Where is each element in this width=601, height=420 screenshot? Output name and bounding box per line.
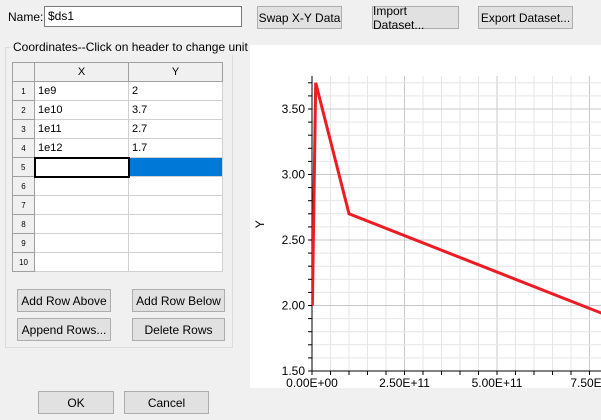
x-cell[interactable]	[34, 176, 129, 196]
y-axis-label: Y	[253, 220, 267, 228]
row-header: 5	[12, 157, 35, 177]
y-cell[interactable]: 2	[128, 81, 223, 101]
x-tick-label: 0.00E+00	[286, 376, 338, 388]
add-row-above-button[interactable]: Add Row Above	[17, 289, 111, 312]
table-row[interactable]: 9	[12, 233, 223, 253]
name-label: Name:	[8, 10, 44, 24]
y-tick-label: 2.50	[282, 233, 306, 247]
x-tick-label: 5.00E+11	[472, 376, 523, 388]
x-cell[interactable]	[34, 214, 129, 234]
x-cell[interactable]: 1e10	[34, 100, 129, 120]
y-tick-label: 2.00	[282, 299, 306, 313]
delete-rows-button[interactable]: Delete Rows	[132, 318, 225, 341]
y-tick-label: 3.50	[282, 102, 306, 116]
y-tick-label: 1.50	[282, 364, 306, 378]
table-row[interactable]: 8	[12, 214, 223, 234]
row-header: 4	[12, 138, 35, 158]
y-column-header[interactable]: Y	[128, 62, 223, 82]
y-cell[interactable]: 3.7	[128, 100, 223, 120]
x-cell[interactable]	[33, 156, 130, 178]
ok-button[interactable]: OK	[38, 391, 114, 414]
cancel-button[interactable]: Cancel	[124, 391, 209, 414]
x-column-header[interactable]: X	[34, 62, 129, 82]
row-header: 8	[12, 214, 35, 234]
table-row[interactable]: 3 1e11 2.7	[12, 119, 223, 139]
x-cell[interactable]	[34, 195, 129, 215]
y-cell[interactable]: 1.7	[128, 138, 223, 158]
row-header: 2	[12, 100, 35, 120]
y-tick-label: 3.00	[282, 168, 306, 182]
coordinates-table[interactable]: X Y 1 1e9 2 2 1e10 3.7 3 1e11 2.7 4 1e12 1.7 5 6 7 8 9 10	[12, 62, 223, 272]
table-row[interactable]: 5	[12, 156, 223, 178]
table-row[interactable]: 1 1e9 2	[12, 81, 223, 101]
swap-xy-button[interactable]: Swap X-Y Data	[257, 6, 342, 29]
x-cell[interactable]: 1e12	[34, 138, 129, 158]
y-cell[interactable]	[128, 195, 223, 215]
row-header: 3	[12, 119, 35, 139]
import-dataset-button[interactable]: Import Dataset...	[372, 4, 459, 32]
coordinates-group-label: Coordinates--Click on header to change u…	[11, 40, 250, 54]
y-cell[interactable]	[128, 176, 223, 196]
line-chart: 1.50 2.00 2.50 3.00 3.50 0.00E+00 2.50E+11 5.00…	[253, 76, 601, 408]
x-tick-label: 7.50E+	[570, 376, 601, 388]
table-row[interactable]: 4 1e12 1.7	[12, 138, 223, 158]
corner-header	[12, 62, 35, 82]
x-cell[interactable]: 1e11	[34, 119, 129, 139]
add-row-below-button[interactable]: Add Row Below	[132, 289, 225, 312]
data-series-line	[312, 82, 601, 315]
table-row[interactable]: 6	[12, 176, 223, 196]
row-header: 6	[12, 176, 35, 196]
y-cell[interactable]	[128, 233, 223, 253]
row-header: 9	[12, 233, 35, 253]
row-header: 1	[12, 81, 35, 101]
row-header: 10	[12, 252, 35, 272]
x-cell[interactable]: 1e9	[34, 81, 129, 101]
y-cell[interactable]	[128, 157, 223, 177]
x-cell[interactable]	[34, 233, 129, 253]
y-cell[interactable]	[128, 252, 223, 272]
y-cell[interactable]	[128, 214, 223, 234]
export-dataset-button[interactable]: Export Dataset...	[478, 6, 573, 29]
plot-area: 1.50 2.00 2.50 3.00 3.50 0.00E+00 2.50E+11 5.00…	[250, 45, 601, 408]
table-row[interactable]: 2 1e10 3.7	[12, 100, 223, 120]
table-row[interactable]: 7	[12, 195, 223, 215]
append-rows-button[interactable]: Append Rows...	[17, 318, 111, 341]
name-input[interactable]: $ds1	[44, 6, 242, 27]
x-tick-label: 2.50E+11	[379, 376, 430, 388]
y-cell[interactable]: 2.7	[128, 119, 223, 139]
table-row[interactable]: 10	[12, 252, 223, 272]
x-cell[interactable]	[34, 252, 129, 272]
row-header: 7	[12, 195, 35, 215]
